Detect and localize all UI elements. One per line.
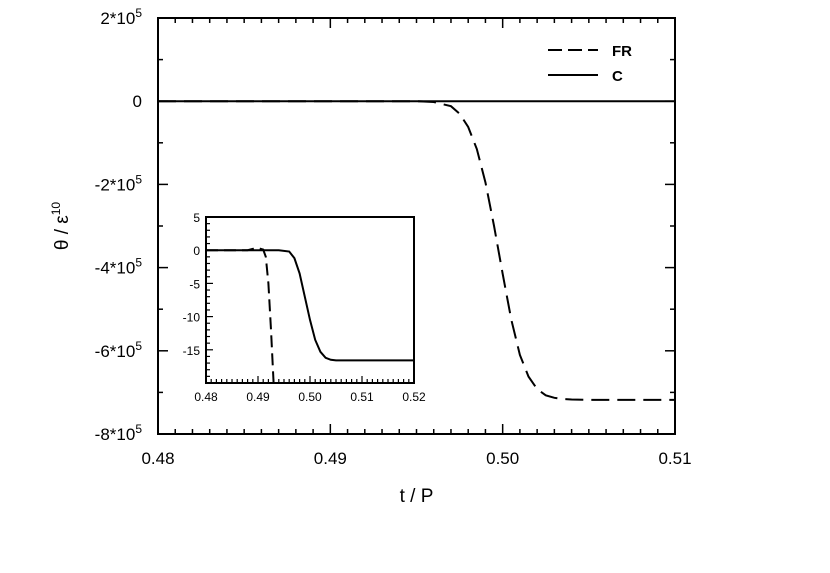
x-tick-label: 0.51 <box>658 449 691 468</box>
y-tick-label: 0 <box>133 92 142 111</box>
inset-series-line-c <box>206 249 414 362</box>
inset-y-tick-label: -10 <box>183 311 201 325</box>
inset-y-tick-label: -5 <box>189 277 200 291</box>
y-tick-label: -2*105 <box>95 172 143 194</box>
inset-x-tick-label: 0.51 <box>350 390 374 404</box>
series-line-fr <box>158 100 675 401</box>
main-chart: 0.48 0.49 0.50 0.51 2*105 0 -2*105 -4*105 -6*105… <box>49 6 692 507</box>
y-axis-title: θ / ε10 <box>49 202 73 251</box>
legend-label-c: C <box>612 68 623 85</box>
y-tick-label: -6*105 <box>95 339 143 361</box>
x-tick-label: 0.49 <box>314 449 347 468</box>
inset-x-tick-label: 0.52 <box>402 390 426 404</box>
inset-x-tick-label: 0.49 <box>246 390 270 404</box>
y-tick-label: 2*105 <box>100 6 142 28</box>
inset-frame <box>205 216 415 384</box>
inset-y-tick-label: 0 <box>193 244 200 258</box>
inset-x-tick-label: 0.50 <box>298 390 322 404</box>
x-tick-label: 0.50 <box>486 449 519 468</box>
legend: FR C <box>548 43 632 85</box>
inset-y-tick-label: 5 <box>193 211 200 225</box>
legend-label-fr: FR <box>612 43 632 60</box>
y-tick-label: -4*105 <box>95 256 143 278</box>
inset-y-tick-label: -15 <box>183 344 201 358</box>
x-axis-title: t / P <box>400 486 434 507</box>
x-tick-label: 0.48 <box>141 449 174 468</box>
y-tick-label: -8*105 <box>95 422 143 444</box>
inset-chart: 0.48 0.49 0.50 0.51 0.52 5 0 -5 -10 -15 <box>183 207 426 413</box>
inset-x-tick-label: 0.48 <box>194 390 218 404</box>
